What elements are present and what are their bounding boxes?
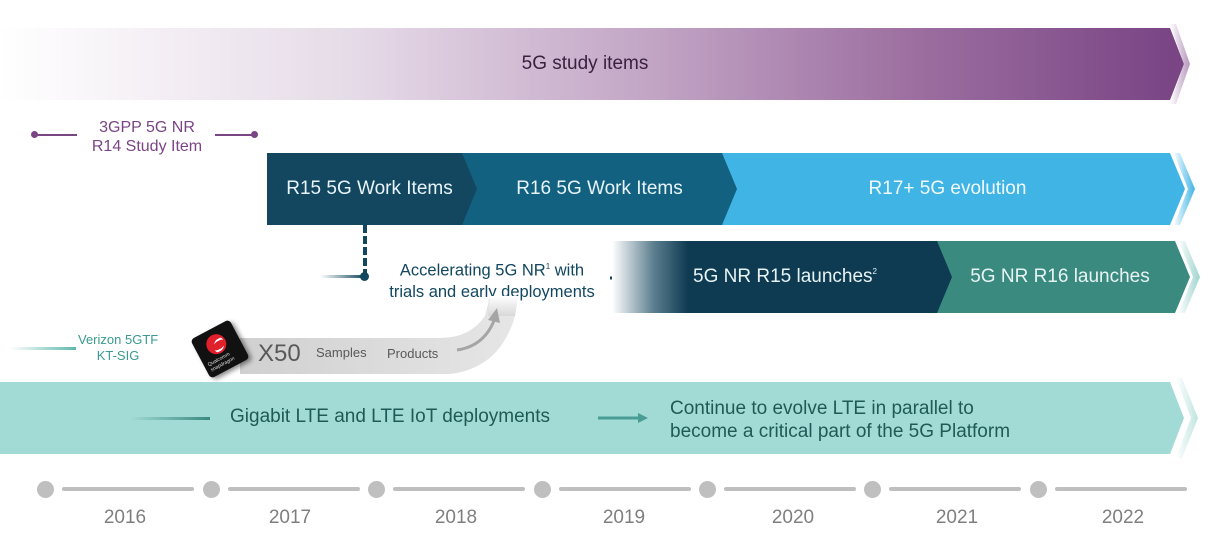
verizon-line2: KT-SIG [96, 348, 140, 363]
timeline-dot [699, 481, 716, 498]
footnote-2: 2 [872, 267, 877, 276]
r15-work-items: R15 5G Work Items [267, 153, 472, 225]
work-items-chevrons [267, 153, 1195, 225]
r14-label-line2: R14 Study Item [91, 138, 203, 155]
r15-work-items-label: R15 5G Work Items [286, 178, 453, 199]
timeline-segment [724, 487, 856, 491]
r14-label-line1: 3GPP 5G NR [99, 119, 195, 136]
r17-evolution: R17+ 5G evolution [720, 153, 1175, 225]
r15-dashed-connector [363, 225, 367, 277]
nr-r16-launches-label: 5G NR R16 launches [970, 266, 1150, 287]
year-2021: 2021 [935, 507, 979, 528]
verizon-lead-line [10, 347, 76, 350]
nr-r16-launches: 5G NR R16 launches [945, 241, 1175, 313]
footnote-1: 1 [545, 262, 551, 271]
timeline-dot [1030, 481, 1047, 498]
lte-chevron-icon [1168, 378, 1198, 458]
x50-products-label: Products [387, 346, 439, 361]
year-2020: 2020 [771, 507, 815, 528]
r14-label: 3GPP 5G NR R14 Study Item [72, 118, 222, 156]
r14-right-line [215, 134, 255, 136]
study-items-label: 5G study items [521, 53, 649, 74]
timeline-dot [534, 481, 551, 498]
r16-work-items-label: R16 5G Work Items [516, 178, 683, 199]
accelerating-label: Accelerating 5G NR1 with trials and earl… [372, 256, 612, 303]
timeline-dot [37, 481, 54, 498]
year-2018: 2018 [434, 507, 478, 528]
timeline-segment [1055, 487, 1187, 491]
nr-r15-launches: 5G NR R15 launches 2 [660, 241, 910, 313]
timeline-segment [559, 487, 691, 491]
accelerating-lead-line [320, 275, 365, 278]
lte-right-line1: Continue to evolve LTE in parallel to [670, 398, 974, 419]
study-items-band [0, 28, 1170, 100]
r17-evolution-label: R17+ 5G evolution [868, 178, 1027, 199]
timeline-segment [889, 487, 1021, 491]
r14-end-dot [251, 131, 258, 138]
nr-launches-chevrons [612, 241, 1200, 313]
r14-left-line [35, 134, 77, 136]
timeline-dot [864, 481, 881, 498]
timeline-dot [368, 481, 385, 498]
curved-arrow-icon [456, 308, 500, 352]
timeline-segment [228, 487, 360, 491]
lte-right-label: Continue to evolve LTE in parallel to be… [670, 397, 1010, 443]
nr-r15-launches-label: 5G NR R15 launches [693, 266, 873, 287]
accelerating-line2: trials and early deployments [389, 282, 595, 301]
lte-arrow-icon [598, 413, 648, 423]
lte-left-label: Gigabit LTE and LTE IoT deployments [230, 406, 551, 427]
accelerating-line1-end: with [550, 261, 585, 280]
r14-start-dot [31, 131, 38, 138]
timeline-segment [393, 487, 525, 491]
year-2017: 2017 [268, 507, 312, 528]
r16-work-items: R16 5G Work Items [467, 153, 732, 225]
accelerating-line1: Accelerating 5G NR [399, 261, 546, 280]
x50-model-label: X50 [258, 340, 301, 367]
timeline-segment [62, 487, 194, 491]
x50-samples-label: Samples [316, 345, 367, 360]
verizon-label: Verizon 5GTF KT-SIG [78, 332, 158, 364]
year-2022: 2022 [1101, 507, 1145, 528]
lte-right-line2: become a critical part of the 5G Platfor… [670, 421, 1011, 442]
timeline-dot [203, 481, 220, 498]
lte-lead-line [130, 417, 210, 420]
connector-joint-dot [360, 272, 369, 281]
year-2019: 2019 [602, 507, 646, 528]
year-2016: 2016 [103, 507, 147, 528]
study-chevron-ghost-icon [1170, 24, 1190, 104]
verizon-line1: Verizon 5GTF [78, 332, 159, 347]
